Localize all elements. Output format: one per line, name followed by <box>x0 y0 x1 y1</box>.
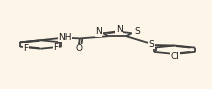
Text: S: S <box>134 27 140 36</box>
Text: S: S <box>149 40 154 49</box>
Text: Cl: Cl <box>170 52 179 61</box>
Text: F: F <box>53 43 59 52</box>
Text: N: N <box>95 27 102 36</box>
Text: F: F <box>24 44 29 53</box>
Text: NH: NH <box>59 33 72 42</box>
Text: O: O <box>75 44 82 53</box>
Text: N: N <box>116 25 123 34</box>
